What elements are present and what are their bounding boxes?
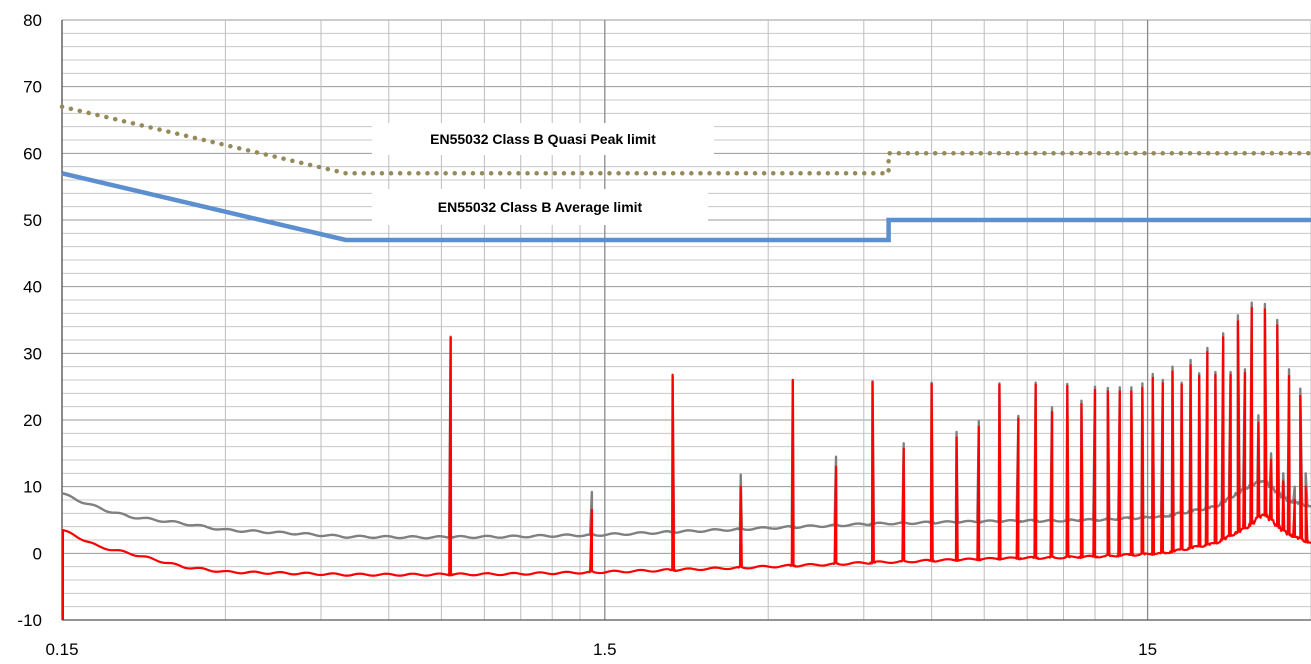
x-tick-label: 15	[1138, 640, 1157, 659]
x-tick-label: 0.15	[45, 640, 78, 659]
average-trace-line	[61, 306, 1311, 577]
average-limit-line	[61, 171, 1311, 243]
x-axis-ticks: 0.15 1.5 15	[45, 640, 1157, 659]
annotation-label: EN55032 Class B Average limit	[438, 199, 643, 215]
y-tick-label: 40	[23, 278, 42, 297]
y-tick-label: 20	[23, 411, 42, 430]
y-tick-label: 80	[23, 11, 42, 30]
series-layer	[59, 104, 1311, 620]
peak-trace-line	[61, 301, 1311, 540]
y-tick-label: 70	[23, 78, 42, 97]
y-tick-label: 50	[23, 211, 42, 230]
y-tick-label: 60	[23, 144, 42, 163]
annotation-label: EN55032 Class B Quasi Peak limit	[430, 131, 656, 147]
annotation-box	[372, 123, 714, 155]
grid	[61, 19, 1311, 621]
annotation-box	[372, 189, 708, 225]
y-tick-label: 10	[23, 478, 42, 497]
x-tick-label: 1.5	[593, 640, 617, 659]
annotations: EN55032 Class B Quasi Peak limit EN55032 …	[372, 123, 714, 225]
y-tick-label: -10	[17, 611, 42, 630]
y-tick-label: 0	[33, 544, 42, 563]
y-tick-label: 30	[23, 344, 42, 363]
y-axis-ticks: -10 0 10 20 30 40 50 60 70 80	[17, 11, 42, 630]
